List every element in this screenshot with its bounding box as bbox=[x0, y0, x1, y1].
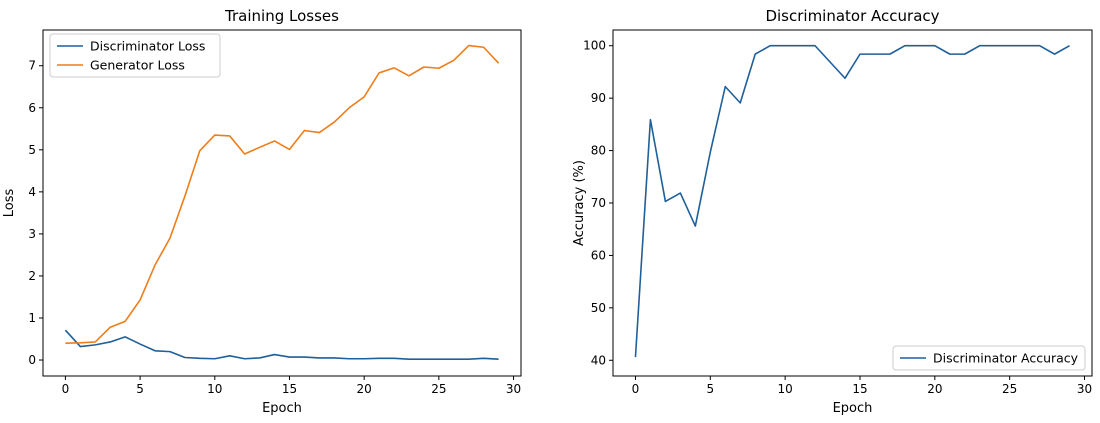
discriminator-accuracy-chart: 0 5 10 15 20 25 30 40 50 60 70 80 90 100 Discriminato… bbox=[572, 7, 1093, 416]
x-tick-label: 25 bbox=[1002, 382, 1017, 396]
x-tick-label: 5 bbox=[706, 382, 714, 396]
x-tick-label: 30 bbox=[1077, 382, 1092, 396]
series-line-discriminator-accuracy bbox=[634, 44, 1070, 358]
chart-title: Training Losses bbox=[224, 7, 339, 25]
x-tick-label: 10 bbox=[207, 382, 222, 396]
y-tick-label: 80 bbox=[591, 144, 606, 158]
legend-box bbox=[49, 33, 221, 78]
x-tick-label: 10 bbox=[778, 382, 793, 396]
x-tick-label: 0 bbox=[62, 382, 70, 396]
x-tick-label: 25 bbox=[431, 382, 446, 396]
y-axis-label: Accuracy (%) bbox=[572, 160, 587, 246]
legend-label-discriminator-loss: Discriminator Loss bbox=[90, 39, 205, 54]
y-tick-label: 90 bbox=[591, 91, 606, 105]
x-tick-label: 30 bbox=[506, 382, 521, 396]
legend-label-discriminator-accuracy: Discriminator Accuracy bbox=[933, 351, 1079, 366]
x-tick-label: 20 bbox=[927, 382, 942, 396]
x-axis-label: Epoch bbox=[262, 401, 302, 416]
legend-box bbox=[892, 345, 1086, 371]
y-tick-label: 0 bbox=[28, 353, 36, 367]
x-tick-label: 15 bbox=[852, 382, 867, 396]
y-tick-label: 50 bbox=[591, 301, 606, 315]
y-tick-label: 6 bbox=[28, 101, 36, 115]
x-tick-label: 15 bbox=[282, 382, 297, 396]
plot-frame bbox=[42, 29, 522, 377]
y-tick-label: 5 bbox=[28, 143, 36, 157]
y-tick-label: 60 bbox=[591, 248, 606, 262]
training-losses-chart: 0 5 10 15 20 25 30 0 1 2 3 4 5 6 7 Training Losses Epo… bbox=[2, 7, 522, 416]
y-tick-label: 100 bbox=[583, 39, 606, 53]
chart-title: Discriminator Accuracy bbox=[765, 7, 939, 25]
y-tick-label: 4 bbox=[28, 185, 36, 199]
x-tick-label: 5 bbox=[136, 382, 144, 396]
y-tick-label: 40 bbox=[591, 353, 606, 367]
y-tick-label: 3 bbox=[28, 227, 36, 241]
legend: Discriminator Accuracy bbox=[892, 345, 1086, 371]
y-tick-label: 7 bbox=[28, 59, 36, 73]
x-axis-label: Epoch bbox=[833, 401, 873, 416]
y-tick-label: 2 bbox=[28, 269, 36, 283]
x-tick-label: 20 bbox=[357, 382, 372, 396]
legend: Discriminator Loss Generator Loss bbox=[49, 33, 221, 78]
series-line-discriminator-loss bbox=[64, 329, 499, 360]
x-tick-label: 0 bbox=[632, 382, 640, 396]
legend-label-generator-loss: Generator Loss bbox=[90, 58, 185, 73]
series-line-generator-loss bbox=[65, 44, 500, 345]
y-tick-label: 1 bbox=[28, 311, 36, 325]
y-tick-label: 70 bbox=[591, 196, 606, 210]
y-axis-label: Loss bbox=[2, 189, 17, 218]
